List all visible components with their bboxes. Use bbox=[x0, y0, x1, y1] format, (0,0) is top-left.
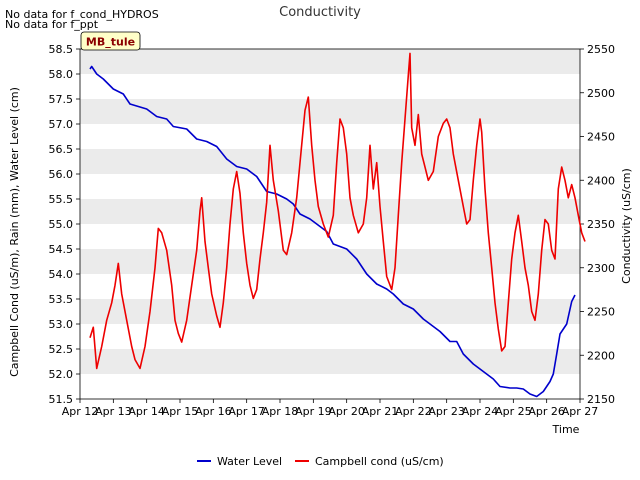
legend-water-level-label: Water Level bbox=[217, 455, 282, 468]
x-tick-label: Apr 15 bbox=[162, 405, 199, 418]
left-tick-label: 52.5 bbox=[49, 343, 74, 356]
left-tick-label: 54.5 bbox=[49, 243, 74, 256]
grid-band bbox=[80, 249, 580, 274]
x-tick-label: Apr 16 bbox=[195, 405, 232, 418]
legend: Water Level Campbell cond (uS/cm) bbox=[197, 455, 444, 468]
left-tick-label: 54.0 bbox=[49, 268, 74, 281]
grid-band bbox=[80, 49, 580, 74]
x-tick-label: Apr 26 bbox=[528, 405, 565, 418]
left-tick-label: 55.5 bbox=[49, 193, 74, 206]
left-tick-label: 56.0 bbox=[49, 168, 74, 181]
x-tick-label: Apr 27 bbox=[562, 405, 599, 418]
x-tick-label: Apr 17 bbox=[228, 405, 265, 418]
left-tick-label: 53.5 bbox=[49, 293, 74, 306]
left-tick-label: 55.0 bbox=[49, 218, 74, 231]
x-tick-label: Apr 21 bbox=[362, 405, 399, 418]
right-tick-label: 2550 bbox=[587, 43, 615, 56]
left-tick-label: 56.5 bbox=[49, 143, 74, 156]
left-tick-label: 57.5 bbox=[49, 93, 74, 106]
water-level-line bbox=[89, 65, 576, 398]
x-tick-label: Apr 20 bbox=[328, 405, 365, 418]
right-tick-label: 2450 bbox=[587, 131, 615, 144]
x-tick-label: Apr 13 bbox=[95, 405, 132, 418]
grid-band bbox=[80, 299, 580, 324]
right-tick-label: 2200 bbox=[587, 349, 615, 362]
chart-title: Conductivity bbox=[279, 5, 361, 20]
left-axis-label: Campbell Cond (uS/m), Rain (mm), Water L… bbox=[8, 87, 21, 377]
no-data-notice-ppt: No data for f_ppt bbox=[5, 18, 99, 31]
x-tick-label: Apr 19 bbox=[295, 405, 332, 418]
right-tick-label: 2300 bbox=[587, 262, 615, 275]
site-tag-label: MB_tule bbox=[86, 36, 135, 49]
left-tick-label: 58.0 bbox=[49, 68, 74, 81]
left-tick-label: 57.0 bbox=[49, 118, 74, 131]
x-tick-label: Apr 14 bbox=[128, 405, 165, 418]
grid-band bbox=[80, 149, 580, 174]
left-tick-label: 58.5 bbox=[49, 43, 74, 56]
x-tick-label: Apr 22 bbox=[395, 405, 432, 418]
x-tick-label: Apr 12 bbox=[62, 405, 99, 418]
campbell-cond-line bbox=[89, 52, 586, 370]
right-tick-label: 2250 bbox=[587, 306, 615, 319]
legend-campbell-cond-label: Campbell cond (uS/cm) bbox=[315, 455, 444, 468]
right-tick-label: 2400 bbox=[587, 174, 615, 187]
right-tick-label: 2150 bbox=[587, 393, 615, 406]
x-tick-label: Apr 24 bbox=[462, 405, 499, 418]
x-tick-label: Apr 25 bbox=[495, 405, 532, 418]
grid-band bbox=[80, 99, 580, 124]
no-data-notice-hydros: No data for f_cond_HYDROS bbox=[5, 8, 159, 21]
left-tick-label: 52.0 bbox=[49, 368, 74, 381]
x-tick-label: Apr 23 bbox=[428, 405, 465, 418]
site-tag: MB_tule bbox=[80, 31, 141, 51]
right-tick-label: 2350 bbox=[587, 218, 615, 231]
x-axis-label: Time bbox=[552, 423, 580, 436]
left-tick-label: 51.5 bbox=[49, 393, 74, 406]
x-tick-label: Apr 18 bbox=[262, 405, 299, 418]
grid-band bbox=[80, 199, 580, 224]
grid-band bbox=[80, 349, 580, 374]
left-tick-label: 53.0 bbox=[49, 318, 74, 331]
right-axis-label: Conductivity (uS/cm) bbox=[620, 168, 633, 284]
right-tick-label: 2500 bbox=[587, 87, 615, 100]
